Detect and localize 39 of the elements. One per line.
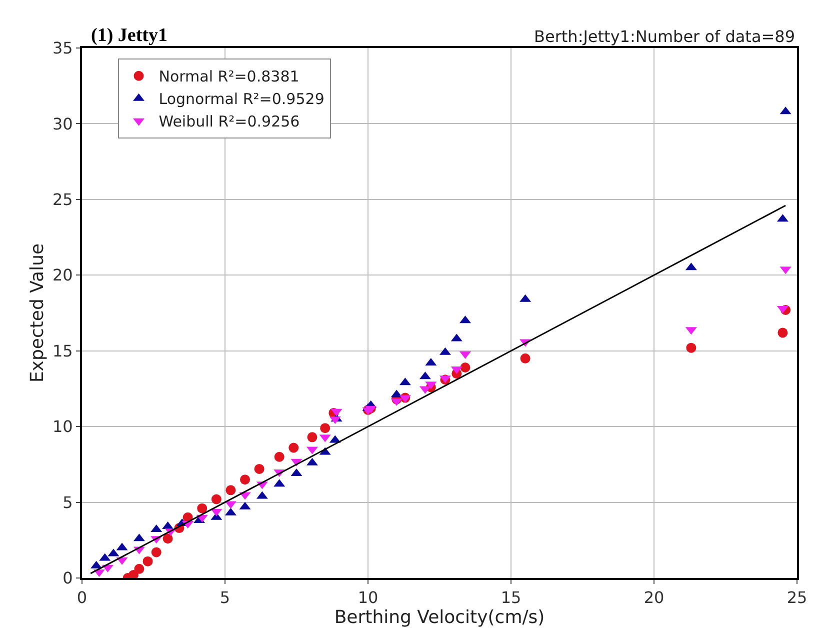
point: [686, 342, 696, 353]
chart-title: (1) Jetty1: [91, 25, 168, 46]
point: [211, 494, 222, 504]
point: [520, 353, 530, 364]
point: [240, 474, 250, 485]
legend-label: Weibull R²=0.9256: [158, 112, 300, 131]
point: [307, 432, 318, 442]
legend-label: Normal R²=0.8381: [158, 68, 300, 86]
point: [162, 534, 173, 544]
point: [254, 464, 264, 474]
y-tick-label: 30: [52, 114, 73, 134]
point: [226, 485, 236, 496]
point: [288, 442, 299, 453]
point: [460, 362, 470, 373]
x-tick-label: 25: [786, 588, 808, 608]
y-axis-title: Expected Value: [27, 243, 48, 383]
x-tick-label: 10: [358, 588, 378, 608]
y-tick-label: 15: [52, 341, 73, 360]
x-axis-title: Berthing Velocity(cm/s): [334, 607, 545, 628]
y-tick-label: 0: [62, 568, 73, 588]
y-tick-label: 35: [52, 38, 73, 58]
point: [142, 556, 153, 566]
x-tick-label: 5: [220, 588, 230, 608]
y-tick-label: 20: [52, 266, 73, 285]
y-tick-label: 5: [62, 492, 73, 512]
legend-label: Lognormal R²=0.9529: [158, 90, 324, 108]
point: [274, 452, 284, 462]
y-tick-label: 10: [52, 417, 73, 436]
point: [128, 570, 138, 578]
y-tick-label: 25: [52, 190, 73, 210]
point: [151, 547, 162, 558]
point: [320, 423, 330, 434]
point: [197, 503, 208, 514]
x-tick-label: 15: [500, 588, 522, 608]
point: [778, 328, 788, 338]
chart-subtitle: Berth:Jetty1:Number of data=89: [534, 27, 796, 46]
x-tick-label: 0: [76, 588, 88, 608]
x-tick-label: 20: [644, 588, 664, 608]
point: [134, 564, 144, 574]
